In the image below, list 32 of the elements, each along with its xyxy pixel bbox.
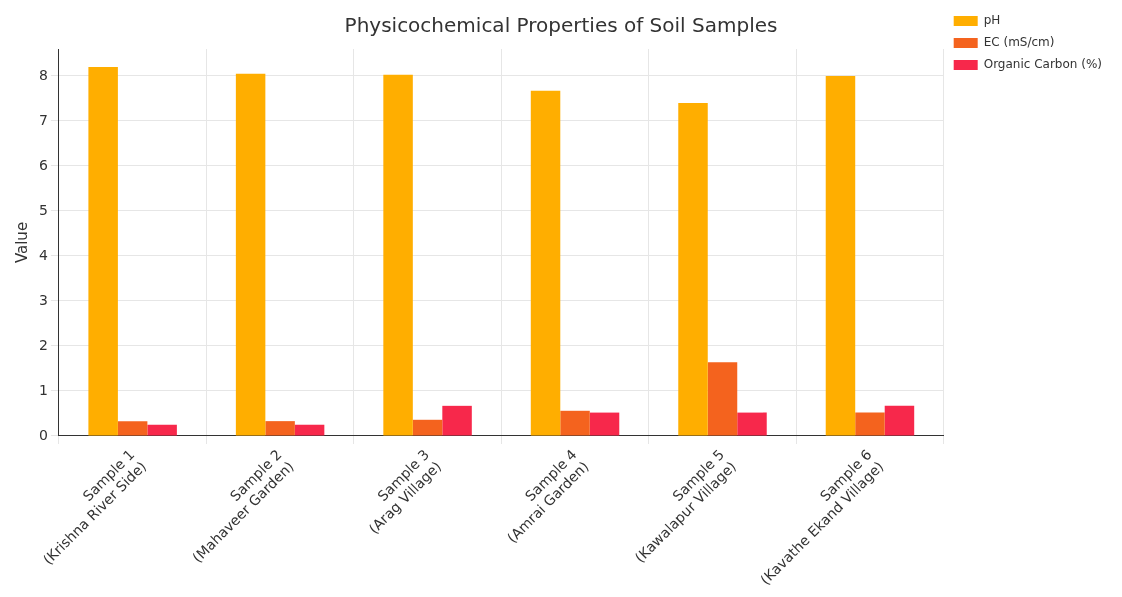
y-tick-label: 1 (38, 381, 48, 398)
y-tick-label: 6 (38, 156, 48, 173)
bar (294, 424, 325, 436)
bar (117, 421, 148, 436)
bar (737, 412, 767, 436)
y-tick-label: 5 (38, 201, 48, 218)
y-tick-label: 2 (38, 336, 48, 353)
bar (825, 76, 856, 436)
y-tick-label: 0 (38, 426, 48, 443)
bar (855, 412, 885, 436)
y-tick-label: 7 (38, 111, 48, 128)
bar (884, 405, 915, 436)
bar (678, 103, 708, 436)
y-axis-title: Value (12, 221, 31, 264)
chart-title: Physicochemical Properties of Soil Samples (344, 13, 778, 38)
legend-label: pH (983, 13, 1001, 28)
y-tick-label: 8 (38, 66, 48, 83)
bar (235, 73, 266, 436)
bar (442, 405, 472, 436)
bar (589, 412, 620, 436)
bar (707, 362, 738, 436)
bar (530, 90, 561, 436)
y-tick-label: 3 (38, 291, 48, 308)
legend-label: Organic Carbon (%) (983, 57, 1103, 72)
legend-label: EC (mS/cm) (983, 35, 1055, 50)
bar (265, 421, 295, 436)
bar (383, 74, 413, 436)
bar (560, 410, 590, 436)
y-tick-label: 4 (38, 246, 48, 263)
bar (147, 424, 177, 436)
bar (88, 67, 118, 436)
bar (412, 419, 443, 436)
